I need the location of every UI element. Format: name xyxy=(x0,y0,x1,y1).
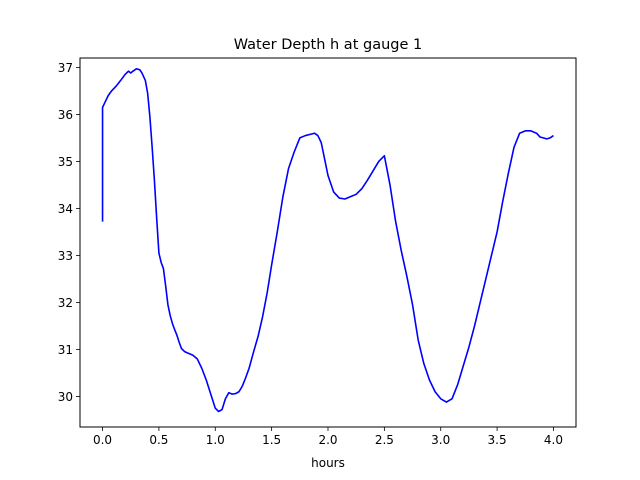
x-tick-label: 2.5 xyxy=(375,433,394,447)
x-tick-label: 2.0 xyxy=(318,433,337,447)
series-line-1 xyxy=(101,68,554,413)
x-axis-label: hours xyxy=(311,456,345,470)
y-tick-label: 30 xyxy=(58,390,73,404)
x-tick-label: 1.0 xyxy=(206,433,225,447)
chart-title: Water Depth h at gauge 1 xyxy=(234,37,422,53)
x-tick-label: 3.5 xyxy=(488,433,507,447)
y-axis: 30 31 32 33 34 35 36 37 xyxy=(58,61,80,404)
y-tick-label: 32 xyxy=(58,296,73,310)
y-tick-label: 31 xyxy=(58,343,73,357)
y-tick-label: 36 xyxy=(58,108,73,122)
x-tick-label: 4.0 xyxy=(544,433,563,447)
axes-frame xyxy=(79,57,577,428)
x-tick-label: 0.0 xyxy=(93,433,112,447)
x-axis: 0.0 0.5 1.0 1.5 2.0 2.5 3.0 3.5 4.0 xyxy=(93,427,563,447)
y-tick-label: 35 xyxy=(58,155,73,169)
x-tick-label: 0.5 xyxy=(149,433,168,447)
y-tick-label: 37 xyxy=(58,61,73,75)
y-tick-label: 33 xyxy=(58,249,73,263)
x-tick-label: 3.0 xyxy=(431,433,450,447)
y-tick-label: 34 xyxy=(58,202,73,216)
plot-area xyxy=(101,68,554,413)
x-tick-label: 1.5 xyxy=(262,433,281,447)
